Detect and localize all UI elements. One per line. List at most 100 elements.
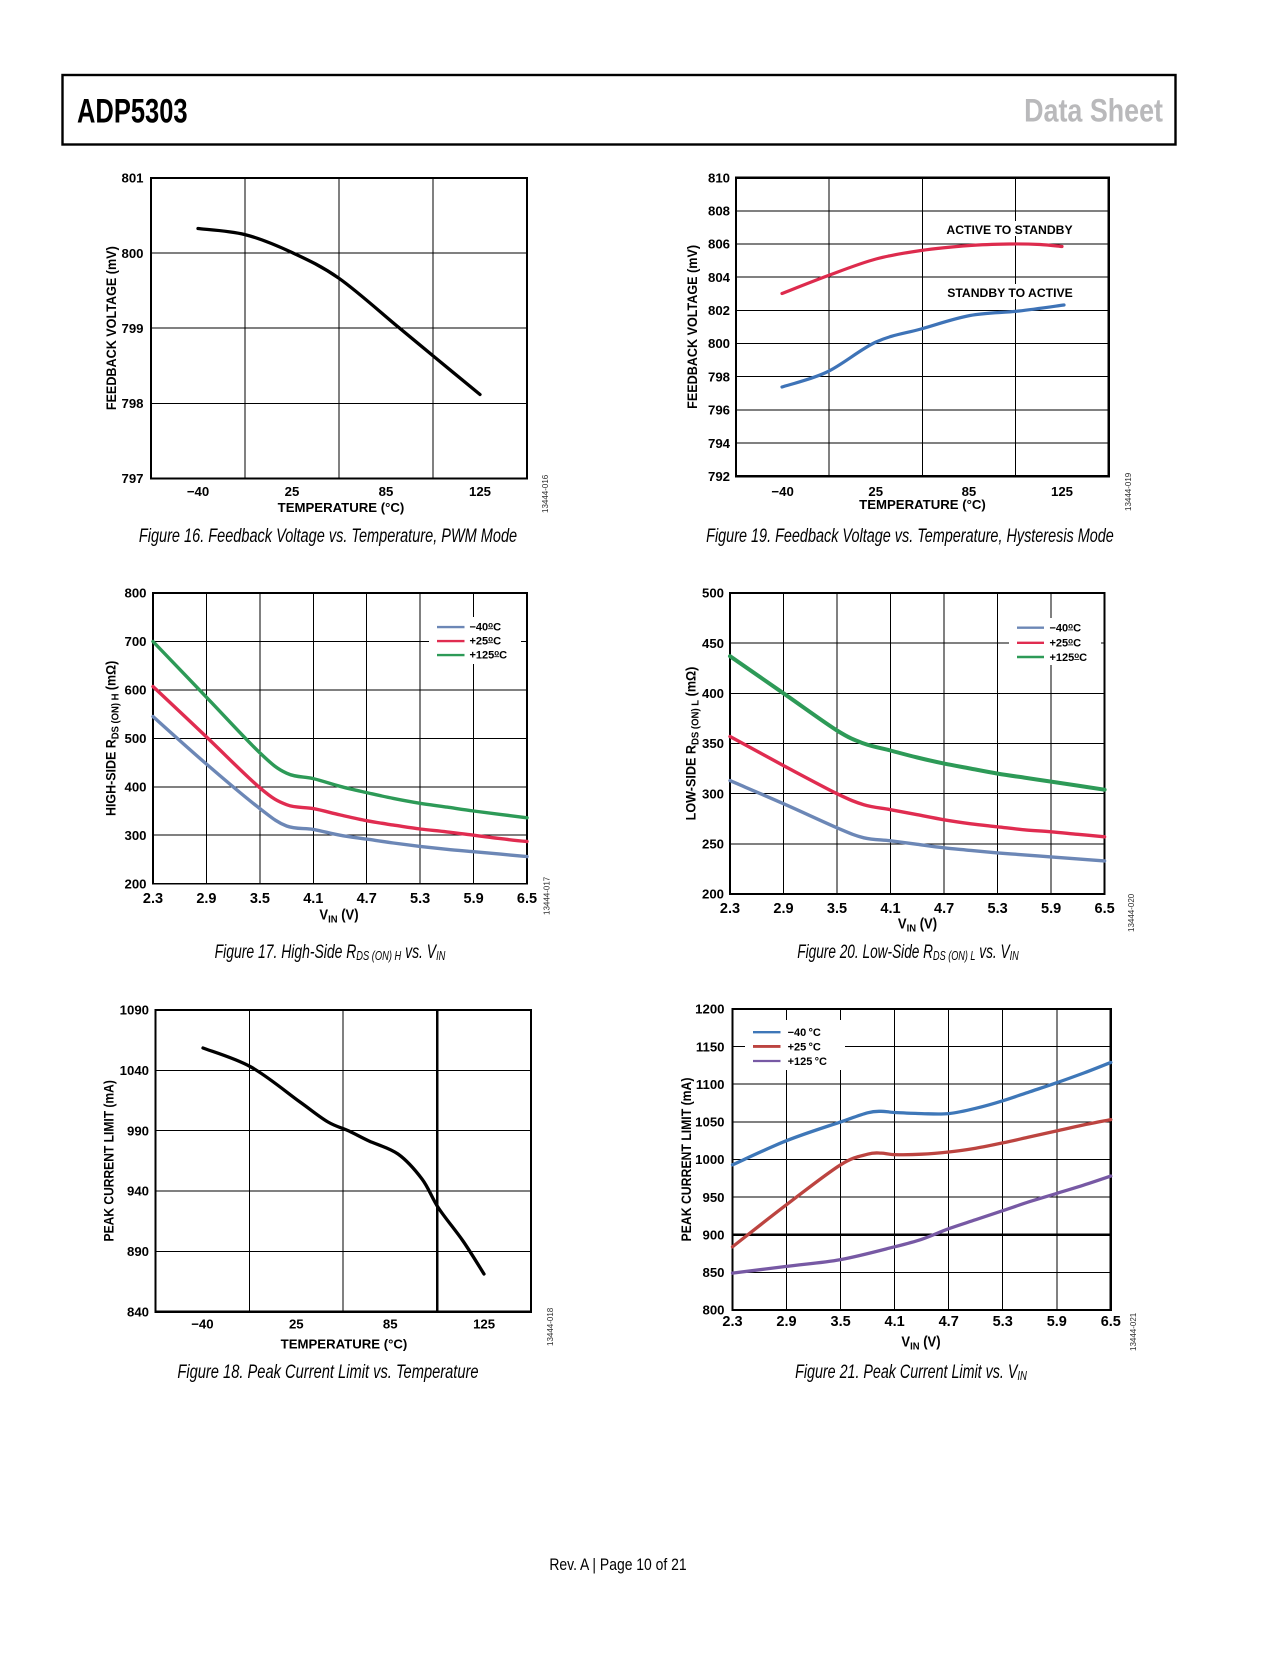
svg-text:Figure 18. Peak Current Limit: Figure 18. Peak Current Limit vs. Temper… (177, 1360, 478, 1383)
svg-text:797: 797 (121, 471, 143, 486)
svg-text:FEEDBACK VOLTAGE (mV): FEEDBACK VOLTAGE (mV) (104, 246, 119, 410)
svg-text:25: 25 (289, 1316, 304, 1331)
svg-text:1090: 1090 (120, 1003, 149, 1018)
svg-text:1040: 1040 (120, 1063, 149, 1078)
svg-text:2.3: 2.3 (143, 891, 163, 907)
svg-text:2.3: 2.3 (722, 1314, 742, 1330)
svg-text:4.7: 4.7 (357, 891, 377, 907)
svg-text:Figure 20. Low-Side RDS (ON) L: Figure 20. Low-Side RDS (ON) L vs. VIN (797, 941, 1019, 964)
svg-text:25: 25 (868, 484, 883, 499)
svg-text:5.3: 5.3 (410, 891, 430, 907)
svg-text:2.9: 2.9 (196, 891, 216, 907)
svg-text:PEAK CURRENT LIMIT (mA): PEAK CURRENT LIMIT (mA) (678, 1078, 694, 1242)
svg-text:500: 500 (124, 731, 146, 746)
svg-text:TEMPERATURE (°C): TEMPERATURE (°C) (859, 497, 986, 512)
svg-text:800: 800 (708, 336, 730, 351)
svg-text:250: 250 (702, 837, 724, 852)
svg-text:125: 125 (1051, 484, 1073, 499)
svg-text:796: 796 (708, 403, 730, 418)
svg-text:25: 25 (285, 484, 300, 499)
svg-text:1100: 1100 (696, 1077, 725, 1092)
svg-text:1150: 1150 (696, 1039, 725, 1054)
svg-text:3.5: 3.5 (831, 1314, 851, 1330)
svg-text:Data Sheet: Data Sheet (1024, 93, 1163, 129)
svg-text:808: 808 (708, 204, 730, 219)
svg-text:4.1: 4.1 (303, 891, 323, 907)
svg-text:350: 350 (702, 736, 724, 751)
svg-text:−40: −40 (187, 484, 209, 499)
svg-text:TEMPERATURE (°C): TEMPERATURE (°C) (281, 1337, 408, 1352)
svg-text:85: 85 (383, 1316, 398, 1331)
svg-text:700: 700 (124, 634, 146, 649)
svg-text:1050: 1050 (695, 1115, 724, 1130)
svg-text:ADP5303: ADP5303 (77, 93, 188, 131)
svg-text:4.1: 4.1 (885, 1314, 905, 1330)
svg-text:−40: −40 (771, 484, 793, 499)
svg-text:990: 990 (127, 1123, 149, 1138)
svg-text:800: 800 (124, 586, 146, 601)
svg-text:400: 400 (124, 780, 146, 795)
svg-text:4.7: 4.7 (939, 1314, 959, 1330)
svg-text:300: 300 (124, 828, 146, 843)
svg-text:600: 600 (124, 683, 146, 698)
svg-text:800: 800 (121, 246, 143, 261)
svg-text:13444-018: 13444-018 (546, 1307, 555, 1346)
svg-text:+125oC: +125oC (1050, 651, 1088, 664)
svg-text:500: 500 (702, 586, 724, 601)
svg-text:5.3: 5.3 (993, 1314, 1013, 1330)
svg-text:794: 794 (708, 436, 731, 451)
svg-text:6.5: 6.5 (1101, 1314, 1121, 1330)
svg-text:5.9: 5.9 (1047, 1314, 1067, 1330)
svg-text:125: 125 (469, 484, 491, 499)
svg-text:792: 792 (708, 469, 730, 484)
svg-text:801: 801 (121, 171, 143, 186)
svg-text:+25 °C: +25 °C (788, 1042, 821, 1054)
svg-text:Figure 19. Feedback Voltage vs: Figure 19. Feedback Voltage vs. Temperat… (706, 524, 1114, 547)
svg-text:799: 799 (121, 321, 143, 336)
svg-text:850: 850 (702, 1265, 724, 1280)
svg-text:2.3: 2.3 (720, 901, 740, 917)
svg-text:VIN (V): VIN (V) (319, 907, 358, 926)
svg-text:400: 400 (702, 686, 724, 701)
svg-text:1000: 1000 (695, 1152, 724, 1167)
svg-text:1200: 1200 (695, 1002, 724, 1017)
svg-text:Rev. A | Page 10 of 21: Rev. A | Page 10 of 21 (549, 1556, 686, 1575)
svg-text:900: 900 (702, 1228, 724, 1243)
svg-text:PEAK CURRENT LIMIT (mA): PEAK CURRENT LIMIT (mA) (101, 1080, 117, 1241)
svg-text:13444-021: 13444-021 (1129, 1312, 1138, 1351)
svg-text:HIGH-SIDE RDS (ON) H (mΩ): HIGH-SIDE RDS (ON) H (mΩ) (103, 661, 122, 816)
svg-text:Figure 21. Peak Current Limit: Figure 21. Peak Current Limit vs. VIN (795, 1361, 1027, 1384)
svg-text:+25oC: +25oC (1050, 636, 1082, 649)
svg-text:6.5: 6.5 (1095, 901, 1115, 917)
svg-text:FEEDBACK VOLTAGE (mV): FEEDBACK VOLTAGE (mV) (685, 245, 700, 409)
svg-text:940: 940 (127, 1184, 149, 1199)
svg-text:−40 °C: −40 °C (788, 1027, 821, 1039)
svg-text:4.1: 4.1 (880, 901, 900, 917)
svg-text:802: 802 (708, 303, 730, 318)
svg-text:85: 85 (962, 484, 977, 499)
svg-text:200: 200 (124, 876, 146, 891)
svg-text:+125 °C: +125 °C (788, 1056, 827, 1068)
svg-text:125: 125 (473, 1316, 495, 1331)
svg-text:13444-016: 13444-016 (541, 474, 550, 513)
svg-text:13444-020: 13444-020 (1127, 893, 1136, 932)
svg-text:300: 300 (702, 786, 724, 801)
svg-text:950: 950 (702, 1190, 724, 1205)
svg-text:3.5: 3.5 (250, 891, 270, 907)
svg-text:798: 798 (708, 369, 730, 384)
svg-text:13444-019: 13444-019 (1124, 472, 1133, 511)
svg-text:5.3: 5.3 (988, 901, 1008, 917)
svg-text:LOW-SIDE RDS (ON) L (mΩ): LOW-SIDE RDS (ON) L (mΩ) (683, 667, 701, 821)
svg-text:STANDBY TO ACTIVE: STANDBY TO ACTIVE (947, 286, 1073, 300)
svg-text:Figure 17. High-Side RDS (ON): Figure 17. High-Side RDS (ON) H vs. VIN (215, 941, 446, 964)
svg-text:85: 85 (379, 484, 394, 499)
svg-text:810: 810 (708, 170, 730, 185)
svg-text:890: 890 (127, 1244, 149, 1259)
svg-text:800: 800 (702, 1303, 724, 1318)
svg-text:VIN (V): VIN (V) (898, 916, 937, 935)
svg-text:Figure 16. Feedback Voltage vs: Figure 16. Feedback Voltage vs. Temperat… (139, 524, 517, 547)
svg-text:5.9: 5.9 (464, 891, 484, 907)
svg-text:798: 798 (121, 396, 143, 411)
svg-text:−40oC: −40oC (470, 620, 502, 633)
svg-text:450: 450 (702, 636, 724, 651)
